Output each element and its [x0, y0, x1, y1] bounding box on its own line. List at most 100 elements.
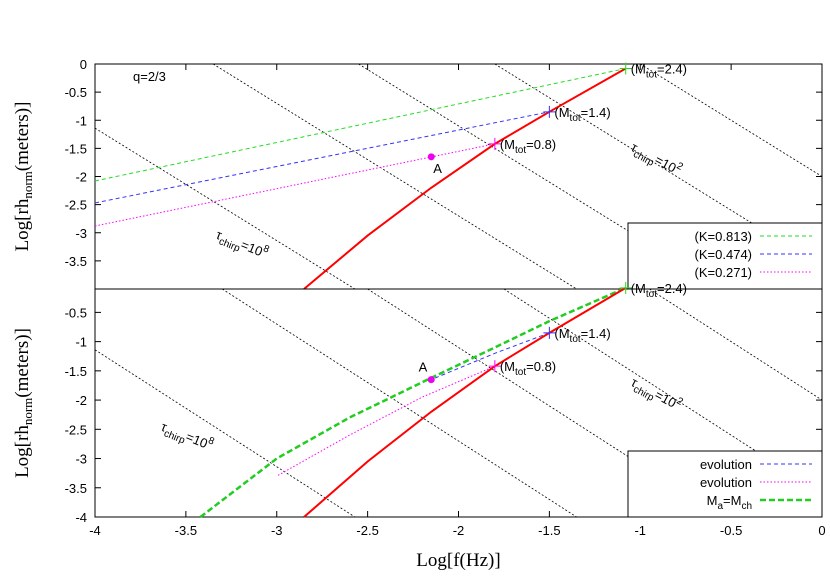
y-tick-label: -1 [75, 335, 87, 350]
annotation: q=2/3 [133, 69, 166, 84]
point-label: A [419, 360, 428, 375]
legend-box [627, 450, 823, 518]
mass-marker [619, 281, 632, 294]
series-line [94, 68, 626, 182]
mass-label: (Mtot=0.8) [500, 359, 556, 378]
series-line [276, 365, 496, 477]
y-axis-label-part: norm [20, 398, 35, 425]
y-axis-label-part: norm [20, 171, 35, 198]
legend-label: (K=0.271) [695, 265, 752, 280]
x-tick-label: -2.5 [356, 523, 378, 538]
legend-label-part: ch [741, 501, 752, 512]
tau-label-part: =10 [184, 429, 210, 451]
tau-label-part: =10 [652, 152, 679, 176]
reference-line [503, 288, 823, 494]
x-tick-label: -3.5 [175, 523, 197, 538]
mass-label-part: =2.4) [657, 281, 687, 296]
y-tick-label: 0 [80, 57, 87, 72]
mass-label: (Mtot=2.4) [631, 62, 687, 81]
y-axis-label-part: Log[rh [12, 198, 33, 251]
y-tick-label: -3.5 [65, 254, 87, 269]
legend-label: (K=0.813) [695, 229, 752, 244]
y-tick-label: -4 [75, 510, 87, 525]
mass-marker [543, 326, 556, 339]
series-line [303, 67, 627, 290]
point [427, 376, 435, 384]
x-tick-label: -0.5 [720, 523, 742, 538]
tau-label-part: =10 [652, 387, 679, 411]
tau-label: τchirp=102 [627, 138, 685, 182]
y-tick-label: -2 [75, 393, 87, 408]
tau-label-part: 2 [675, 396, 685, 409]
mass-label-part: tot [646, 289, 657, 300]
mass-label-part: tot [646, 70, 657, 81]
reference-line [94, 127, 356, 290]
y-tick-label: -1 [75, 113, 87, 128]
legend-label-part: =M [723, 493, 741, 508]
mass-label: (Mtot=2.4) [631, 281, 687, 300]
legend-label: Ma=Mch [707, 493, 752, 512]
tau-label-part: chirp [631, 384, 656, 404]
mass-label: (Mtot=0.8) [500, 137, 556, 156]
y-tick-label: -0.5 [65, 85, 87, 100]
tau-label-part: τ [159, 419, 170, 435]
mass-marker [543, 105, 556, 118]
tau-label-part: chirp [631, 149, 656, 169]
tau-label-part: 8 [206, 435, 216, 447]
mass-label-part: tot [570, 334, 581, 345]
mass-marker [488, 137, 501, 150]
y-tick-label: -2.5 [65, 198, 87, 213]
y-axis-label-part: Log[rh [12, 425, 33, 478]
tau-label-part: chirp [162, 428, 187, 446]
y-axis-label: Log[rhnorm(meters)] [12, 328, 35, 478]
legend-label: (K=0.474) [695, 247, 752, 262]
point-label: A [433, 161, 442, 176]
tau-label: τchirp=108 [212, 225, 271, 265]
x-tick-label: -3 [271, 523, 283, 538]
reference-line [94, 349, 356, 518]
y-tick-label: -1.5 [65, 141, 87, 156]
y-tick-label: -2 [75, 170, 87, 185]
tau-label-part: 2 [675, 161, 685, 174]
mass-marker [619, 62, 632, 75]
legend-label-part: a [717, 501, 723, 512]
point [427, 153, 435, 161]
tau-label: τchirp=102 [627, 373, 685, 417]
y-tick-label: -2.5 [65, 422, 87, 437]
x-tick-label: -1 [634, 523, 646, 538]
reference-line [212, 63, 577, 290]
mass-label-part: (M [500, 359, 515, 374]
legend-label: evolution [700, 475, 752, 490]
y-axis-label-part: (meters)] [12, 328, 33, 398]
x-tick-label: -1.5 [538, 523, 560, 538]
y-axis-label-part: (meters)] [12, 102, 33, 172]
mass-label-part: =2.4) [657, 62, 687, 77]
legend-label: evolution [700, 457, 752, 472]
y-tick-label: -3.5 [65, 481, 87, 496]
mass-label-part: (M [554, 326, 569, 341]
tau-label-part: 8 [261, 243, 271, 255]
legend-box [627, 222, 823, 290]
mass-label-part: =0.8) [526, 359, 556, 374]
mass-label-part: (M [500, 137, 515, 152]
y-tick-label: -1.5 [65, 364, 87, 379]
x-axis-label: Log[f(Hz)] [416, 550, 500, 571]
mass-label-part: (M [554, 105, 569, 120]
mass-label-part: =1.4) [581, 105, 611, 120]
tau-label-part: τ [214, 227, 225, 243]
mass-label-part: (M [631, 62, 646, 77]
series-line [199, 286, 627, 518]
x-tick-label: 0 [818, 523, 825, 538]
tau-label-part: chirp [217, 236, 242, 254]
series-line [303, 286, 627, 518]
reference-line [222, 288, 577, 518]
mass-label-part: tot [570, 113, 581, 124]
mass-label-part: =1.4) [581, 326, 611, 341]
legend-label-part: M [707, 493, 718, 508]
series-line [94, 111, 550, 204]
x-tick-label: -4 [89, 523, 101, 538]
tau-label-part: =10 [239, 237, 265, 259]
y-tick-label: -3 [75, 226, 87, 241]
tau-label: τchirp=108 [157, 417, 216, 457]
